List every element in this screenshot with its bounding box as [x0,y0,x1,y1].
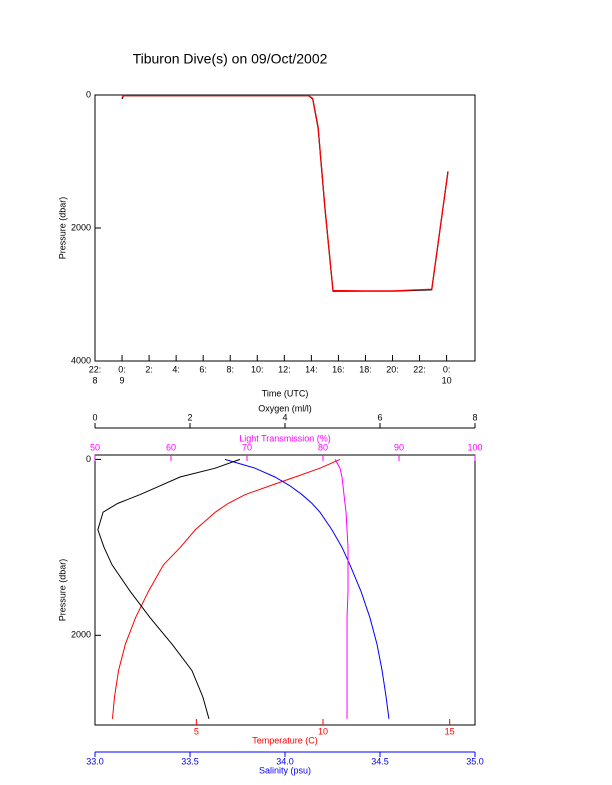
x-day-label: 10 [442,375,452,385]
plot-frame [94,94,476,362]
x-tick-label: 33.5 [181,756,199,766]
x-tick-label: 10: [251,364,264,374]
x-tick-label: 22: [413,364,426,374]
data-line [121,95,449,292]
x-tick-label: 100 [467,442,482,452]
x-tick-label: 33.0 [86,756,104,766]
plot-frame [94,454,476,726]
x-tick-label: 14: [305,364,318,374]
y-axis-title: Pressure (dbar) [57,197,67,260]
x-tick-label: 16: [332,364,345,374]
x-tick-label: 2 [187,412,192,422]
x-tick-label: 2: [145,364,153,374]
y-tick-label: 2000 [71,222,91,232]
x-tick-label: 60 [166,442,176,452]
y-axis-title: Pressure (dbar) [57,559,67,622]
x-tick-label: 6: [199,364,207,374]
x-axis-title: Light Transmission (%) [239,433,331,443]
x-tick-label: 0 [92,412,97,422]
data-line [121,95,449,292]
x-tick-label: 5 [194,726,199,736]
x-tick-label: 35.0 [466,756,484,766]
x-day-label: 8 [92,375,97,385]
x-tick-label: 0: [443,364,451,374]
y-tick-label: 2000 [71,630,91,640]
x-tick-label: 70 [242,442,252,452]
x-axis-title: Time (UTC) [262,388,309,398]
x-tick-label: 50 [90,442,100,452]
x-tick-label: 20: [386,364,399,374]
x-axis-title: Salinity (psu) [259,765,311,775]
x-tick-label: 4 [282,412,287,422]
x-day-label: 9 [120,375,125,385]
x-axis-title: Temperature (C) [252,735,318,745]
x-tick-label: 34.0 [276,756,294,766]
y-tick-label: 0 [86,454,91,464]
profile-line [334,459,349,719]
x-tick-label: 90 [394,442,404,452]
x-tick-label: 22: [89,364,102,374]
y-tick-label: 0 [86,89,91,99]
chart-title: Tiburon Dive(s) on 09/Oct/2002 [133,51,328,67]
x-tick-label: 34.5 [371,756,389,766]
x-tick-label: 80 [318,442,328,452]
x-axis-title: Oxygen (ml/l) [258,403,312,413]
x-tick-label: 0: [118,364,126,374]
x-tick-label: 6 [377,412,382,422]
x-tick-label: 4: [172,364,180,374]
x-tick-label: 8 [472,412,477,422]
x-tick-label: 12: [278,364,291,374]
x-tick-label: 15 [445,726,455,736]
profile-line [97,458,241,719]
x-tick-label: 10 [318,726,328,736]
y-tick-label: 4000 [71,355,91,365]
profile-line [224,458,390,719]
x-tick-label: 8: [226,364,234,374]
x-tick-label: 18: [359,364,372,374]
